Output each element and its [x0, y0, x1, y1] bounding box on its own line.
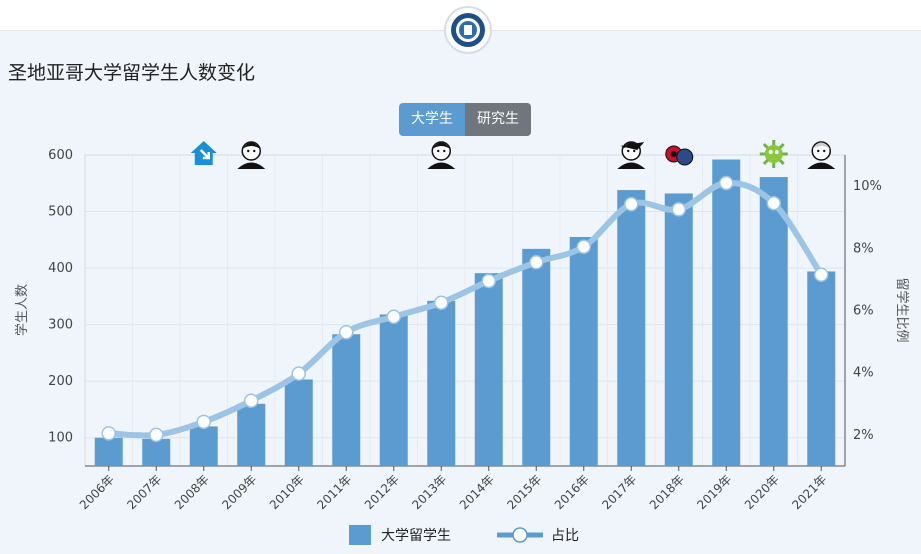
bar[interactable] [522, 248, 551, 466]
line-point[interactable] [576, 239, 591, 254]
line-point[interactable] [291, 366, 306, 381]
x-tick-label: 2018年 [647, 472, 687, 512]
line-point[interactable] [386, 309, 401, 324]
y-axis-label: 学生人数 [14, 284, 30, 336]
legend-bar-swatch [349, 525, 371, 545]
virus-icon [759, 140, 788, 168]
legend-line-swatch [497, 527, 543, 543]
x-tick-label: 2015年 [504, 472, 544, 512]
line-point[interactable] [434, 295, 449, 310]
x-tick-label: 2017年 [599, 472, 639, 512]
bar[interactable] [284, 379, 313, 466]
line-point[interactable] [766, 195, 781, 211]
bar[interactable] [664, 193, 693, 466]
line-point[interactable] [481, 273, 496, 289]
x-tick-label: 2021年 [789, 472, 829, 512]
x-tick-label: 2008年 [172, 472, 212, 512]
bar[interactable] [142, 438, 171, 466]
bar[interactable] [712, 159, 741, 467]
y-tick-label: 300 [48, 318, 73, 333]
line-point[interactable] [529, 255, 544, 270]
bar[interactable] [474, 273, 503, 466]
x-tick-label: 2007年 [124, 472, 164, 512]
line-point[interactable] [101, 426, 116, 441]
line-point[interactable] [196, 414, 211, 430]
x-tick-label: 2011年 [314, 472, 354, 512]
university-seal-logo [444, 6, 492, 54]
bar-series [94, 159, 836, 467]
ratio-line [105, 179, 825, 439]
x-tick-label: 2012年 [362, 472, 402, 512]
line-point[interactable] [719, 175, 734, 191]
y-tick-label: 600 [48, 148, 73, 163]
line-point[interactable] [149, 427, 164, 443]
trade-war-icon [665, 145, 694, 166]
y-ticks: 100 200 300 400 500 600 [48, 148, 73, 446]
x-tick-label: 2020年 [742, 472, 782, 512]
x-tick-label: 2006年 [77, 472, 117, 512]
y2-tick-label: 2% [853, 428, 874, 443]
bar[interactable] [189, 426, 218, 466]
obama-portrait-icon [237, 141, 266, 169]
bar[interactable] [332, 334, 361, 466]
legend-line[interactable]: 占比 [497, 525, 579, 545]
event-icons [190, 140, 836, 169]
line-point[interactable] [671, 202, 686, 217]
bar[interactable] [807, 271, 836, 466]
y2-tick-label: 4% [853, 366, 874, 381]
y2-tick-label: 8% [853, 241, 874, 256]
y-tick-label: 100 [48, 431, 73, 446]
y2-tick-label: 10% [853, 179, 882, 194]
bar[interactable] [94, 437, 123, 466]
bar[interactable] [759, 177, 788, 466]
line-point[interactable] [339, 325, 354, 340]
x-tick-label: 2010年 [267, 472, 307, 512]
y2-ticks: 2% 4% 6% 8% 10% [853, 179, 882, 443]
line-point[interactable] [624, 196, 639, 212]
line-point[interactable] [244, 393, 259, 408]
x-tick-label: 2009年 [219, 472, 259, 512]
x-tick-label: 2019年 [694, 472, 734, 512]
biden-portrait-icon [807, 141, 836, 169]
trump-portrait-icon [617, 141, 646, 169]
level-tabs: 大学生 研究生 [399, 103, 531, 136]
y2-axis-label: 留学生比例 [894, 277, 910, 342]
tab-graduate[interactable]: 研究生 [465, 103, 531, 136]
legend-line-label: 占比 [551, 528, 579, 544]
y-tick-label: 500 [48, 205, 73, 220]
bar[interactable] [379, 314, 408, 466]
obama-portrait-icon [427, 141, 456, 169]
y-tick-label: 400 [48, 261, 73, 276]
line-point[interactable] [814, 267, 829, 282]
tab-undergraduate[interactable]: 大学生 [399, 103, 465, 136]
line-series [101, 175, 829, 443]
x-tick-label: 2014年 [457, 472, 497, 512]
bar[interactable] [237, 403, 266, 466]
y-tick-label: 200 [48, 374, 73, 389]
x-ticks: 2006年 2007年 2008年 2009年 2010年 2011年 2012年 2013年… [77, 466, 829, 512]
legend-bar[interactable]: 大学留学生 [349, 525, 451, 545]
legend-bar-label: 大学留学生 [381, 528, 451, 544]
bar[interactable] [617, 190, 646, 467]
y2-tick-label: 6% [853, 304, 874, 319]
x-tick-label: 2016年 [552, 472, 592, 512]
bar[interactable] [427, 300, 456, 466]
x-tick-label: 2013年 [409, 472, 449, 512]
house-down-icon [190, 141, 217, 165]
bar[interactable] [569, 236, 598, 466]
page-title: 圣地亚哥大学留学生人数变化 [8, 62, 256, 84]
